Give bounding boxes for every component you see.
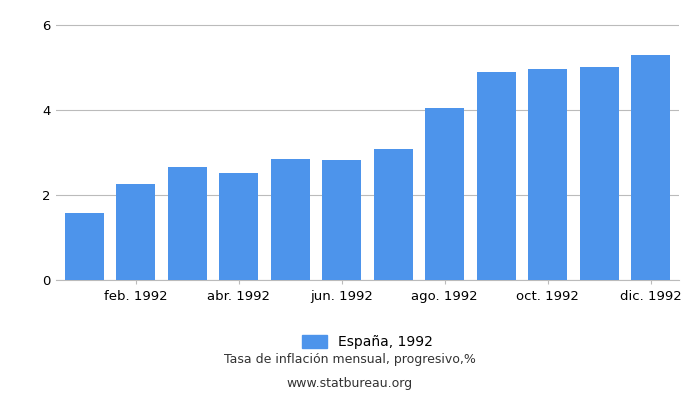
Legend: España, 1992: España, 1992 — [302, 335, 433, 349]
Text: www.statbureau.org: www.statbureau.org — [287, 378, 413, 390]
Bar — [477, 72, 515, 280]
Text: Tasa de inflación mensual, progresivo,%: Tasa de inflación mensual, progresivo,% — [224, 354, 476, 366]
Bar — [528, 68, 567, 280]
Bar — [271, 159, 309, 280]
Bar — [65, 213, 104, 280]
Bar — [631, 54, 670, 280]
Bar — [220, 173, 258, 280]
Bar — [374, 148, 412, 280]
Bar — [580, 67, 619, 280]
Bar — [426, 108, 464, 280]
Bar — [116, 184, 155, 280]
Bar — [323, 160, 361, 280]
Bar — [168, 167, 206, 280]
